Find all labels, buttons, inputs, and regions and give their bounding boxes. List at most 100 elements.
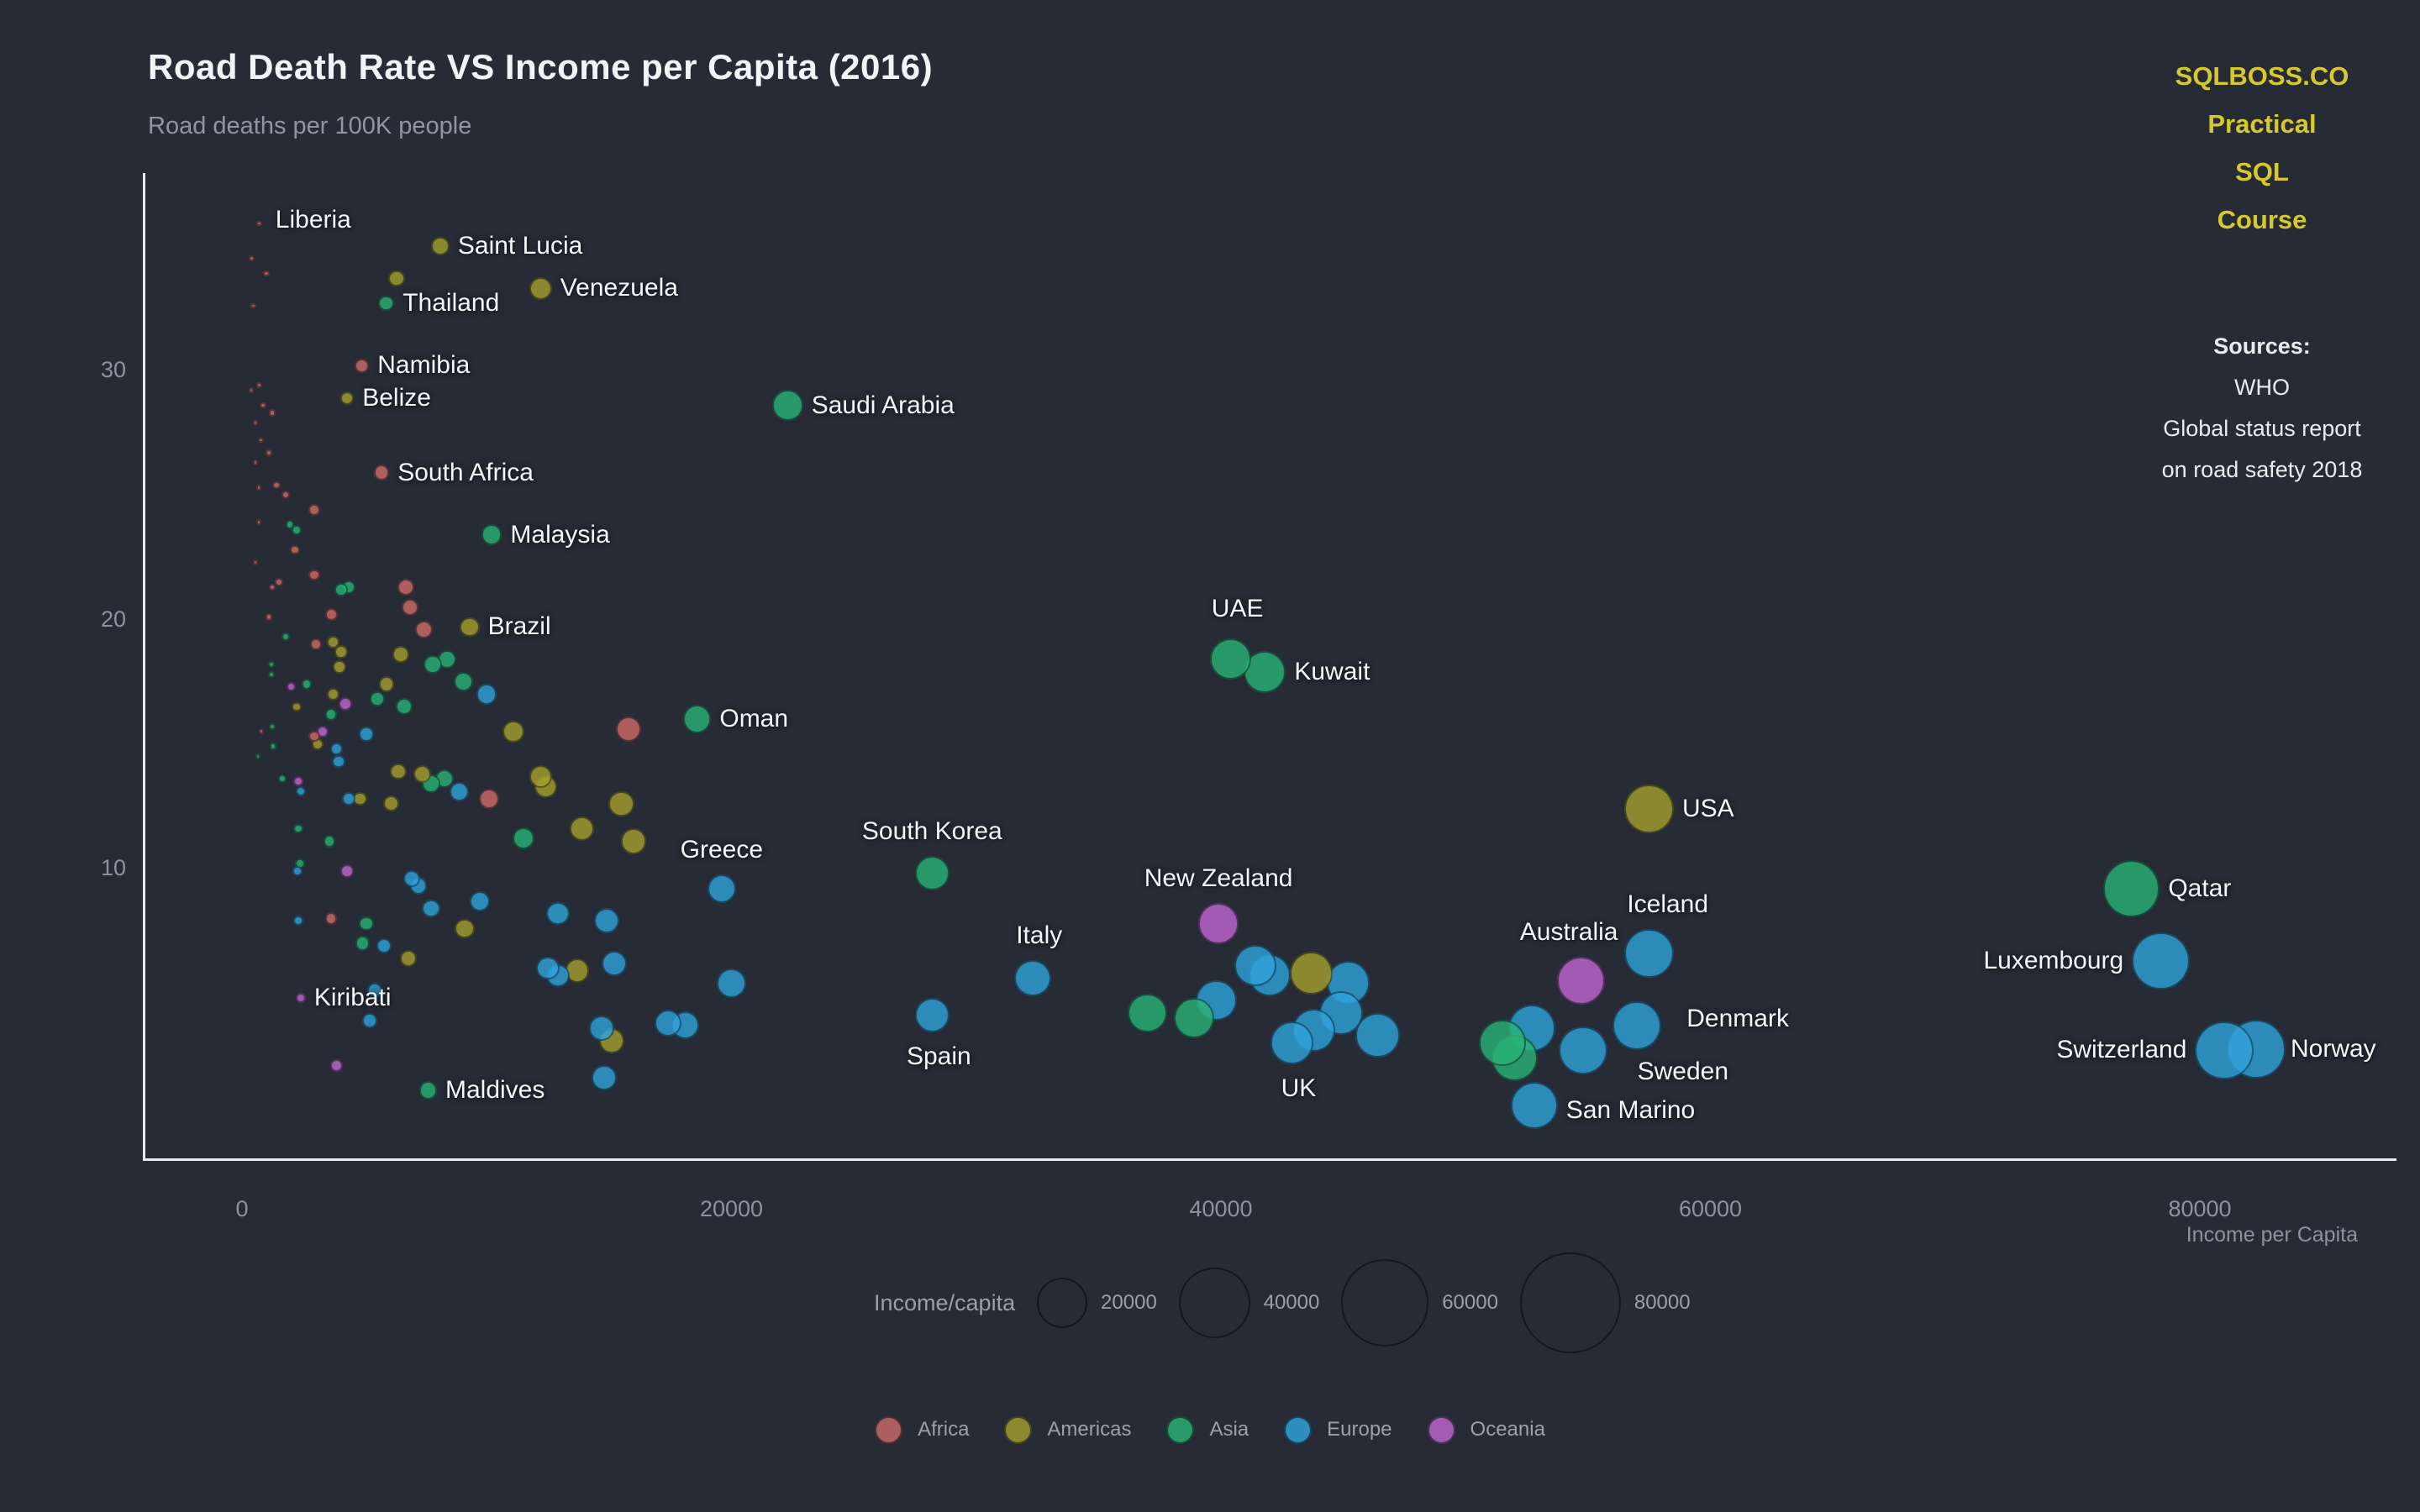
bubble[interactable] xyxy=(329,743,343,756)
bubble[interactable] xyxy=(359,727,374,742)
bubble[interactable] xyxy=(414,620,433,638)
bubble[interactable] xyxy=(286,682,296,691)
bubble[interactable] xyxy=(338,697,352,711)
bubble-luxembourg[interactable] xyxy=(2132,932,2190,990)
bubble[interactable] xyxy=(269,743,277,751)
bubble[interactable] xyxy=(359,916,374,931)
bubble[interactable] xyxy=(476,684,497,705)
bubble[interactable] xyxy=(249,255,255,261)
bubble-thailand[interactable] xyxy=(378,295,395,312)
bubble[interactable] xyxy=(601,950,627,976)
bubble-usa[interactable] xyxy=(1624,784,1674,834)
bubble[interactable] xyxy=(620,827,647,854)
bubble[interactable] xyxy=(332,754,345,769)
bubble[interactable] xyxy=(308,504,320,516)
bubble[interactable] xyxy=(378,676,395,692)
legend-item-oceania[interactable]: Oceania xyxy=(1427,1415,1545,1444)
bubble[interactable] xyxy=(366,983,382,999)
bubble[interactable] xyxy=(334,645,348,659)
bubble[interactable] xyxy=(1173,997,1214,1038)
bubble-sweden[interactable] xyxy=(1559,1026,1607,1074)
bubble[interactable] xyxy=(388,270,405,286)
bubble[interactable] xyxy=(268,722,276,731)
bubble-south-korea[interactable] xyxy=(914,856,950,891)
bubble[interactable] xyxy=(250,302,256,309)
bubble[interactable] xyxy=(278,774,287,784)
bubble[interactable] xyxy=(594,908,619,934)
bubble[interactable] xyxy=(255,753,261,759)
bubble[interactable] xyxy=(341,791,356,806)
bubble[interactable] xyxy=(292,866,302,876)
bubble[interactable] xyxy=(260,402,266,409)
bubble[interactable] xyxy=(327,687,340,701)
bubble-spain[interactable] xyxy=(914,998,950,1033)
bubble-venezuela[interactable] xyxy=(529,276,552,300)
bubble[interactable] xyxy=(362,1013,377,1028)
bubble-oman[interactable] xyxy=(683,705,712,733)
bubble[interactable] xyxy=(263,270,270,277)
bubble[interactable] xyxy=(369,691,386,707)
bubble[interactable] xyxy=(392,646,409,663)
bubble-italy[interactable] xyxy=(1013,959,1051,997)
bubble[interactable] xyxy=(310,638,322,650)
bubble[interactable] xyxy=(399,949,418,967)
bubble[interactable] xyxy=(258,728,265,735)
bubble[interactable] xyxy=(1290,952,1334,995)
bubble-saint-lucia[interactable] xyxy=(430,236,450,255)
bubble[interactable] xyxy=(608,790,634,817)
bubble[interactable] xyxy=(545,901,570,926)
bubble[interactable] xyxy=(324,911,338,925)
bubble[interactable] xyxy=(301,679,313,690)
bubble[interactable] xyxy=(512,827,534,850)
bubble[interactable] xyxy=(308,731,320,743)
bubble[interactable] xyxy=(257,437,264,444)
bubble[interactable] xyxy=(529,764,552,788)
bubble[interactable] xyxy=(334,583,348,596)
bubble[interactable] xyxy=(268,409,276,417)
bubble[interactable] xyxy=(1128,993,1168,1033)
bubble-australia[interactable] xyxy=(1556,956,1605,1005)
bubble[interactable] xyxy=(252,559,259,565)
bubble[interactable] xyxy=(1479,1019,1526,1067)
bubble-switzerland[interactable] xyxy=(2195,1021,2254,1080)
bubble-san-marino[interactable] xyxy=(1510,1081,1558,1129)
bubble[interactable] xyxy=(248,387,255,394)
bubble[interactable] xyxy=(292,701,302,712)
bubble[interactable] xyxy=(327,635,340,648)
bubble-saudi-arabia[interactable] xyxy=(772,390,803,421)
bubble[interactable] xyxy=(615,716,642,743)
bubble[interactable] xyxy=(536,956,560,980)
bubble[interactable] xyxy=(252,459,259,466)
bubble-brazil[interactable] xyxy=(460,617,480,638)
bubble[interactable] xyxy=(267,660,276,669)
bubble[interactable] xyxy=(267,670,276,678)
bubble[interactable] xyxy=(323,835,336,848)
bubble[interactable] xyxy=(1234,944,1276,987)
bubble[interactable] xyxy=(1355,1013,1400,1058)
bubble[interactable] xyxy=(281,491,291,500)
bubble[interactable] xyxy=(396,698,413,716)
bubble[interactable] xyxy=(592,1065,617,1090)
bubble[interactable] xyxy=(376,937,392,954)
bubble[interactable] xyxy=(450,781,470,801)
bubble[interactable] xyxy=(255,484,262,491)
bubble[interactable] xyxy=(390,763,407,780)
bubble[interactable] xyxy=(717,969,746,998)
bubble[interactable] xyxy=(290,544,300,555)
bubble[interactable] xyxy=(402,869,421,887)
bubble-new-zealand[interactable] xyxy=(1197,902,1239,944)
bubble[interactable] xyxy=(308,569,320,580)
bubble-south-africa[interactable] xyxy=(373,465,390,480)
bubble[interactable] xyxy=(324,707,338,721)
bubble-namibia[interactable] xyxy=(355,358,370,373)
bubble-qatar[interactable] xyxy=(2102,859,2160,917)
bubble[interactable] xyxy=(382,795,399,812)
legend-item-americas[interactable]: Americas xyxy=(1004,1415,1131,1444)
bubble[interactable] xyxy=(413,764,431,783)
bubble[interactable] xyxy=(293,776,303,787)
bubble[interactable] xyxy=(401,598,419,616)
bubble[interactable] xyxy=(281,633,291,642)
bubble[interactable] xyxy=(654,1009,681,1037)
bubble[interactable] xyxy=(333,660,346,674)
bubble[interactable] xyxy=(470,890,491,911)
